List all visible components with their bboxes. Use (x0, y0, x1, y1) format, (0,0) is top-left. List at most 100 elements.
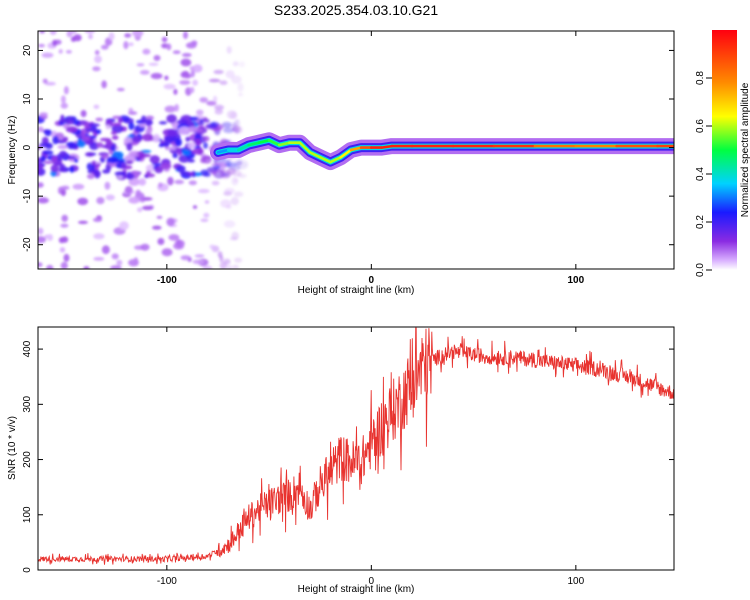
noise-blob (111, 122, 122, 127)
noise-blob (42, 150, 54, 156)
noise-blob (230, 75, 242, 84)
noise-blob (219, 80, 228, 85)
noise-blob (172, 50, 181, 54)
snr-y-ticks: 0 100 200 300 400 (22, 340, 674, 573)
noise-blob (140, 243, 150, 251)
noise-blob (56, 153, 63, 162)
snr-panel: 0 100 200 300 400 -100 0 100 Height of straigh… (7, 326, 675, 595)
noise-blob (161, 36, 168, 43)
noise-blob (93, 257, 105, 261)
noise-blob (135, 151, 146, 160)
noise-blob (148, 62, 159, 66)
noise-blob (81, 135, 90, 142)
noise-blob (231, 176, 239, 186)
noise-blob (142, 48, 151, 55)
noise-blob (80, 110, 87, 118)
noise-blob (117, 118, 123, 124)
noise-blob (57, 144, 69, 150)
spectral-ridge (210, 132, 674, 171)
noise-blob (72, 119, 81, 125)
x-tick-label: -100 (157, 576, 177, 587)
noise-blob (224, 187, 235, 194)
noise-blob (223, 127, 235, 134)
noise-blob (66, 142, 78, 150)
y-tick-label: 20 (22, 44, 33, 56)
noise-blob (197, 188, 210, 194)
noise-blob (60, 188, 66, 197)
figure-title: S233.2025.354.03.10.G21 (274, 2, 438, 18)
noise-blob (204, 200, 210, 204)
y-tick-label: -10 (22, 188, 33, 203)
noise-blob (49, 31, 57, 35)
noise-blob (65, 50, 72, 54)
colorbar-tick-label: 0.0 (695, 263, 706, 277)
noise-blob (69, 166, 75, 173)
noise-blob (44, 81, 56, 86)
noise-blob (110, 265, 122, 269)
noise-blob (229, 237, 238, 241)
noise-blob (138, 178, 147, 186)
noise-blob (125, 160, 134, 165)
noise-blob (163, 83, 176, 90)
noise-blob (38, 126, 44, 133)
noise-blob (145, 128, 152, 135)
noise-blob (58, 237, 65, 244)
noise-blob (211, 171, 217, 175)
noise-blob (92, 66, 101, 72)
noise-blob (117, 159, 125, 164)
noise-blob (239, 61, 245, 68)
noise-blob (206, 166, 218, 173)
noise-blob (102, 169, 111, 174)
noise-blob (119, 221, 129, 231)
y-tick-label: 200 (22, 451, 33, 468)
noise-blob (105, 125, 111, 130)
noise-blob (43, 160, 53, 164)
noise-blob (46, 264, 54, 269)
noise-blob (164, 75, 169, 81)
noise-blob (76, 139, 86, 148)
ridge-segment (329, 156, 343, 164)
noise-blob (85, 152, 95, 157)
noise-blob (61, 214, 68, 222)
noise-blob (66, 121, 74, 125)
noise-blob (202, 135, 210, 142)
colorbar-tick-label: 0.8 (695, 71, 706, 85)
noise-blob (206, 123, 218, 129)
noise-blob (232, 125, 243, 134)
noise-blob (223, 258, 231, 265)
noise-blob (183, 31, 188, 39)
noise-blob (133, 257, 139, 267)
noise-blob (38, 227, 44, 235)
ridge-segment (267, 139, 281, 147)
spectrogram-y-label: Frequency (Hz) (7, 116, 18, 185)
noise-blob (233, 191, 244, 197)
noise-blob (38, 168, 42, 176)
y-tick-label: 0 (22, 144, 33, 150)
noise-blob (139, 70, 150, 75)
noise-blob (165, 146, 177, 151)
noise-blob (156, 215, 163, 219)
noise-blob (63, 86, 69, 95)
noise-blob (199, 97, 208, 103)
noise-blob (217, 251, 223, 258)
noise-blob (111, 135, 119, 140)
noise-blob (188, 126, 198, 133)
ridge-segment (339, 148, 353, 159)
noise-blob (101, 245, 110, 255)
noise-blob (199, 118, 205, 123)
noise-blob (167, 176, 174, 186)
noise-blob (126, 142, 133, 151)
noise-blob (52, 39, 58, 47)
noise-blob (209, 244, 215, 250)
noise-blob (223, 220, 236, 228)
noise-blob (200, 218, 209, 222)
noise-blob (55, 162, 63, 166)
noise-blob (226, 46, 232, 54)
noise-blob (161, 248, 173, 257)
noise-blob (160, 162, 172, 170)
noise-blob (203, 212, 210, 218)
noise-blob (127, 111, 138, 115)
noise-blob (80, 128, 86, 137)
noise-blob (105, 194, 115, 201)
noise-blob (231, 161, 243, 165)
